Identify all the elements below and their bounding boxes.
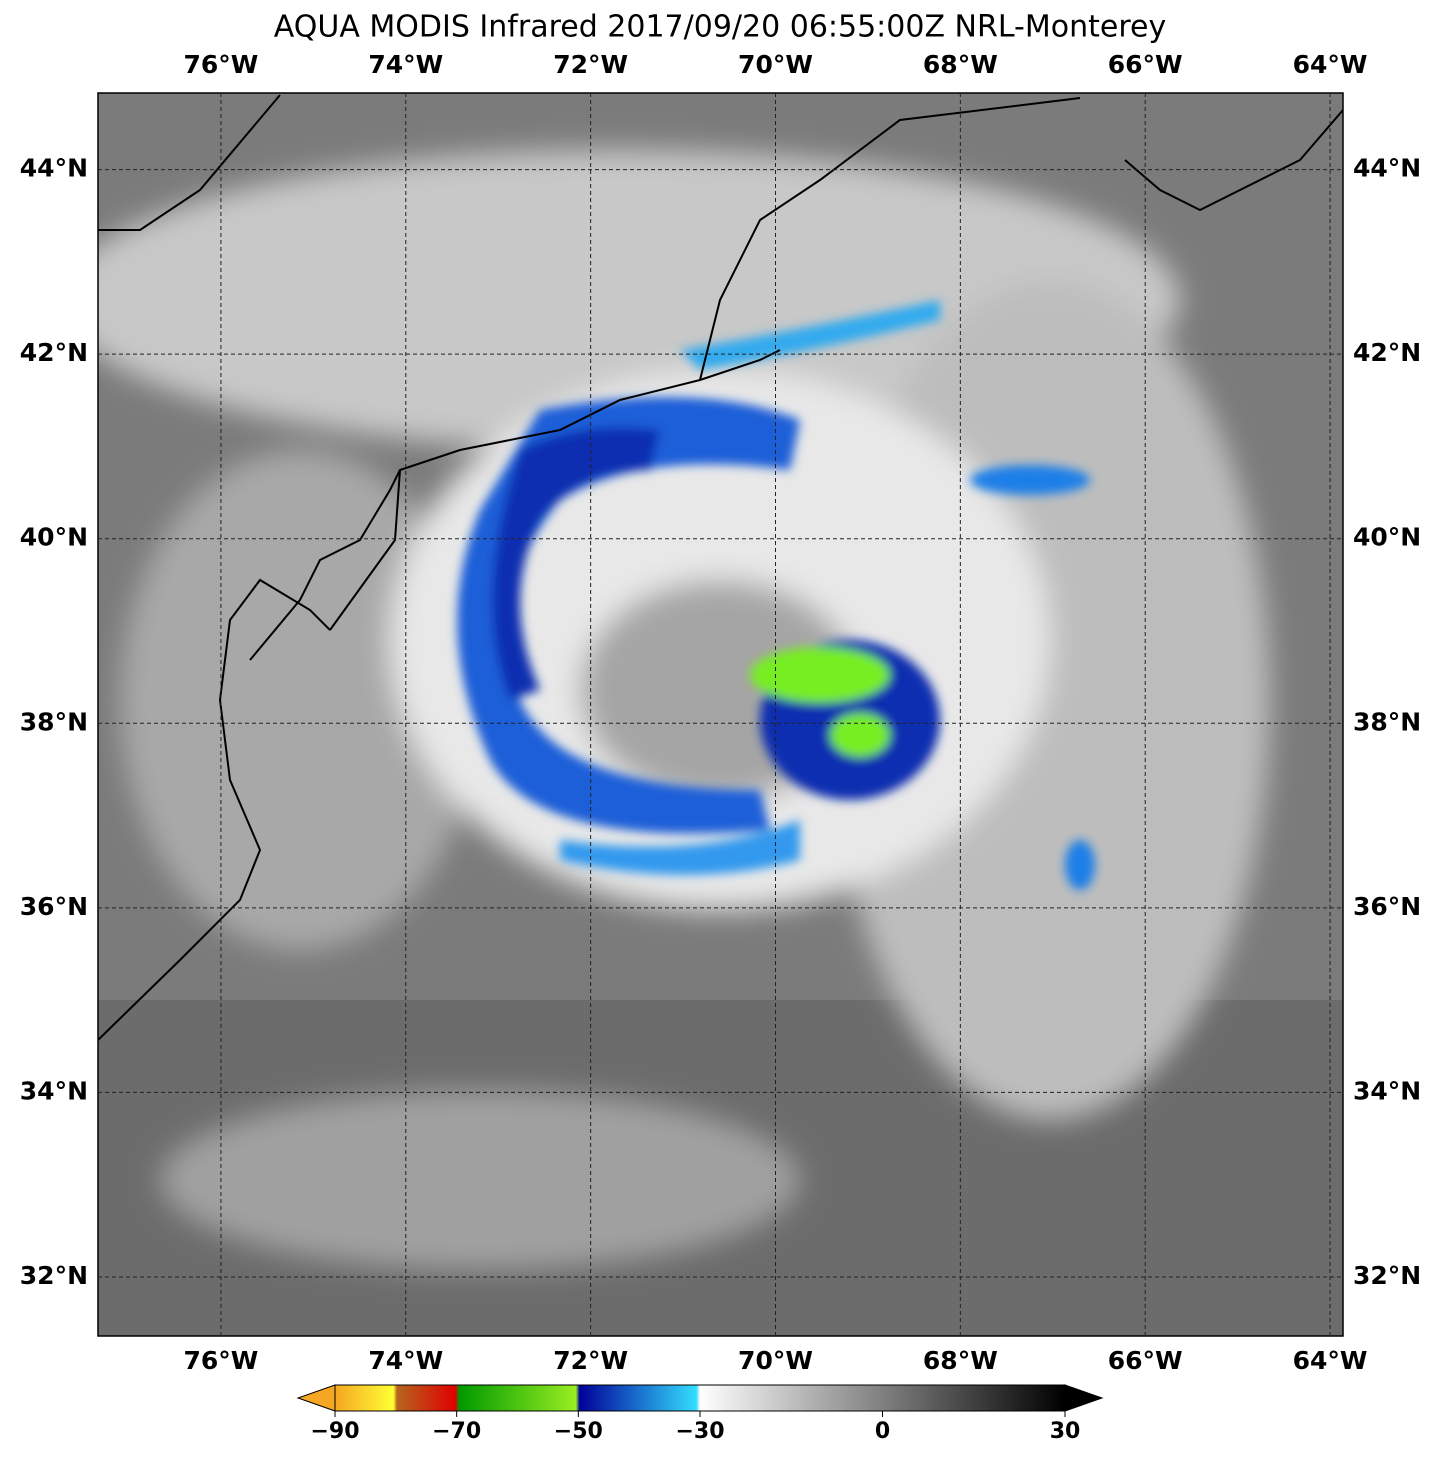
satellite-image	[98, 93, 1343, 1336]
x-tick-label: 72°W	[553, 50, 628, 79]
y-tick-label: 36°N	[1353, 892, 1421, 921]
x-tick-label: 70°W	[738, 1346, 813, 1375]
y-tick-label: 40°N	[1353, 523, 1421, 552]
x-tick-label: 68°W	[923, 1346, 998, 1375]
colorbar-tick-label: −50	[554, 1419, 603, 1444]
colorbar-tick-label: −90	[310, 1419, 359, 1444]
x-tick-label: 76°W	[183, 50, 258, 79]
y-tick-label: 42°N	[20, 338, 88, 367]
x-tick-label: 76°W	[183, 1346, 258, 1375]
y-tick-label: 36°N	[20, 892, 88, 921]
y-tick-label: 34°N	[20, 1076, 88, 1105]
x-tick-label: 64°W	[1293, 50, 1368, 79]
x-tick-label: 64°W	[1293, 1346, 1368, 1375]
colorbar-tick-label: 0	[875, 1419, 890, 1444]
y-tick-label: 32°N	[1353, 1261, 1421, 1290]
chart-title: AQUA MODIS Infrared 2017/09/20 06:55:00Z…	[274, 10, 1166, 45]
y-tick-label: 40°N	[20, 523, 88, 552]
colorbar-tick-label: 30	[1050, 1419, 1081, 1444]
y-tick-label: 38°N	[20, 707, 88, 736]
y-tick-label: 44°N	[20, 154, 88, 183]
y-tick-label: 42°N	[1353, 338, 1421, 367]
x-tick-label: 66°W	[1108, 50, 1183, 79]
y-tick-label: 32°N	[20, 1261, 88, 1290]
colorbar	[335, 1385, 1065, 1411]
colorbar-tick-label: −70	[432, 1419, 481, 1444]
y-tick-label: 34°N	[1353, 1076, 1421, 1105]
colorbar-tick-label: −30	[675, 1419, 724, 1444]
map-frame	[97, 92, 1344, 1337]
x-tick-label: 72°W	[553, 1346, 628, 1375]
colorbar-high	[1064, 1384, 1104, 1412]
colorbar-low	[296, 1384, 336, 1412]
x-tick-label: 74°W	[368, 50, 443, 79]
y-tick-label: 44°N	[1353, 154, 1421, 183]
x-tick-label: 66°W	[1108, 1346, 1183, 1375]
x-tick-label: 68°W	[923, 50, 998, 79]
x-tick-label: 74°W	[368, 1346, 443, 1375]
y-tick-label: 38°N	[1353, 707, 1421, 736]
x-tick-label: 70°W	[738, 50, 813, 79]
